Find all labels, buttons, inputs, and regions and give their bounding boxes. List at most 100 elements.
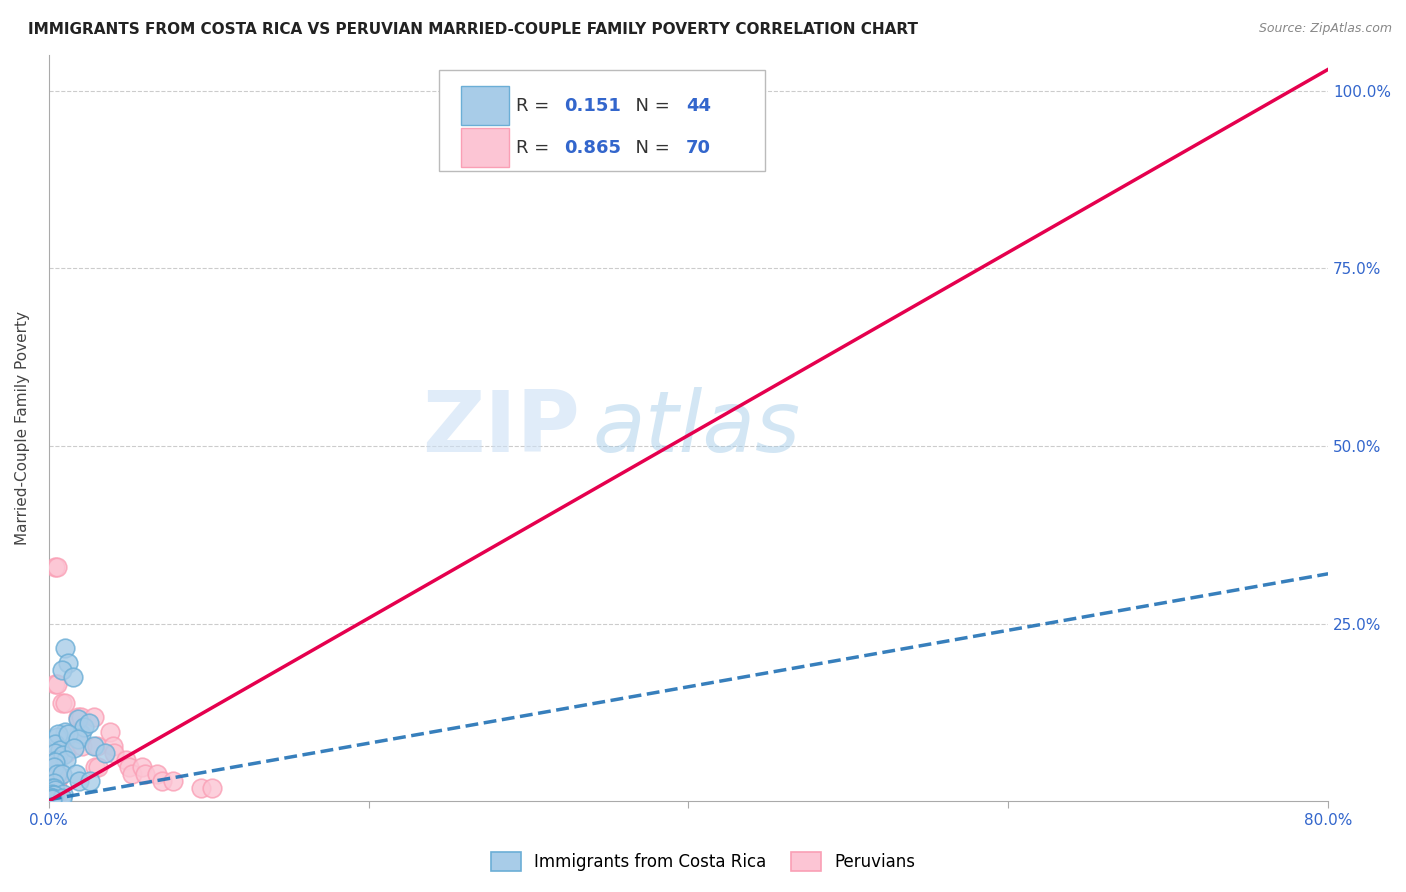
Point: [121, 767, 143, 781]
Point: [44, 767, 66, 781]
FancyBboxPatch shape: [461, 128, 509, 168]
Point: [87, 760, 110, 774]
Point: [98, 724, 121, 739]
Point: [42, 790, 65, 805]
Text: Source: ZipAtlas.com: Source: ZipAtlas.com: [1258, 22, 1392, 36]
Point: [42, 790, 65, 805]
Point: [67, 724, 90, 739]
Point: [41, 791, 63, 805]
Point: [42, 790, 65, 805]
Point: [42, 760, 65, 774]
Point: [51, 791, 73, 805]
Point: [66, 710, 89, 724]
Point: [114, 753, 136, 767]
Text: 0.865: 0.865: [564, 139, 621, 157]
Point: [45, 559, 67, 574]
Point: [44, 737, 66, 751]
Point: [86, 739, 108, 753]
Point: [65, 767, 87, 781]
Point: [42, 790, 65, 805]
Point: [45, 774, 67, 789]
Point: [41, 792, 63, 806]
Point: [103, 746, 125, 760]
Point: [69, 710, 91, 724]
Point: [45, 730, 67, 744]
Point: [42, 790, 65, 805]
Point: [44, 559, 66, 574]
Point: [56, 656, 79, 670]
Point: [51, 767, 73, 781]
Point: [44, 774, 66, 789]
Point: [44, 789, 66, 803]
Point: [42, 790, 65, 805]
Point: [162, 774, 184, 789]
Point: [44, 755, 66, 769]
Point: [190, 781, 212, 796]
Point: [44, 783, 66, 797]
Point: [52, 739, 75, 753]
Point: [42, 790, 65, 805]
Point: [150, 774, 173, 789]
FancyBboxPatch shape: [461, 87, 509, 125]
Text: IMMIGRANTS FROM COSTA RICA VS PERUVIAN MARRIED-COUPLE FAMILY POVERTY CORRELATION: IMMIGRANTS FROM COSTA RICA VS PERUVIAN M…: [28, 22, 918, 37]
Point: [51, 663, 73, 677]
Point: [83, 739, 105, 753]
Point: [83, 710, 105, 724]
Point: [44, 789, 66, 803]
Point: [45, 753, 67, 767]
Point: [45, 781, 67, 796]
Point: [134, 767, 156, 781]
Point: [55, 753, 77, 767]
Point: [44, 789, 66, 803]
Point: [42, 790, 65, 805]
Point: [56, 726, 79, 740]
Point: [73, 720, 96, 734]
FancyBboxPatch shape: [439, 70, 765, 170]
Point: [42, 789, 65, 803]
Point: [66, 731, 89, 746]
Text: atlas: atlas: [592, 386, 800, 469]
Point: [45, 760, 67, 774]
Point: [201, 781, 224, 796]
Point: [44, 790, 66, 805]
Point: [44, 781, 66, 796]
Point: [63, 740, 86, 755]
Text: 44: 44: [686, 97, 711, 115]
Point: [84, 760, 107, 774]
Legend: Immigrants from Costa Rica, Peruvians: Immigrants from Costa Rica, Peruvians: [482, 843, 924, 880]
Point: [44, 781, 66, 796]
Point: [53, 641, 76, 656]
Point: [55, 746, 77, 760]
Text: R =: R =: [516, 97, 555, 115]
Point: [42, 790, 65, 805]
Point: [53, 696, 76, 710]
Point: [44, 746, 66, 760]
Point: [42, 790, 65, 805]
Point: [44, 789, 66, 803]
Point: [41, 781, 63, 796]
Text: ZIP: ZIP: [422, 386, 579, 469]
Text: 0.151: 0.151: [564, 97, 621, 115]
Point: [45, 677, 67, 691]
Point: [67, 774, 90, 789]
Point: [44, 781, 66, 796]
Point: [52, 747, 75, 762]
Text: 70: 70: [686, 139, 711, 157]
Point: [52, 787, 75, 801]
Point: [46, 726, 69, 740]
Point: [49, 743, 72, 757]
Point: [51, 696, 73, 710]
Point: [39, 792, 62, 806]
Point: [44, 767, 66, 781]
Point: [45, 767, 67, 781]
Point: [44, 746, 66, 760]
Point: [44, 789, 66, 803]
Point: [69, 726, 91, 740]
Point: [77, 716, 100, 731]
Point: [79, 774, 101, 789]
Y-axis label: Married-Couple Family Poverty: Married-Couple Family Poverty: [15, 311, 30, 545]
Text: N =: N =: [624, 97, 676, 115]
Point: [42, 789, 65, 803]
Point: [42, 776, 65, 790]
Point: [44, 790, 66, 805]
